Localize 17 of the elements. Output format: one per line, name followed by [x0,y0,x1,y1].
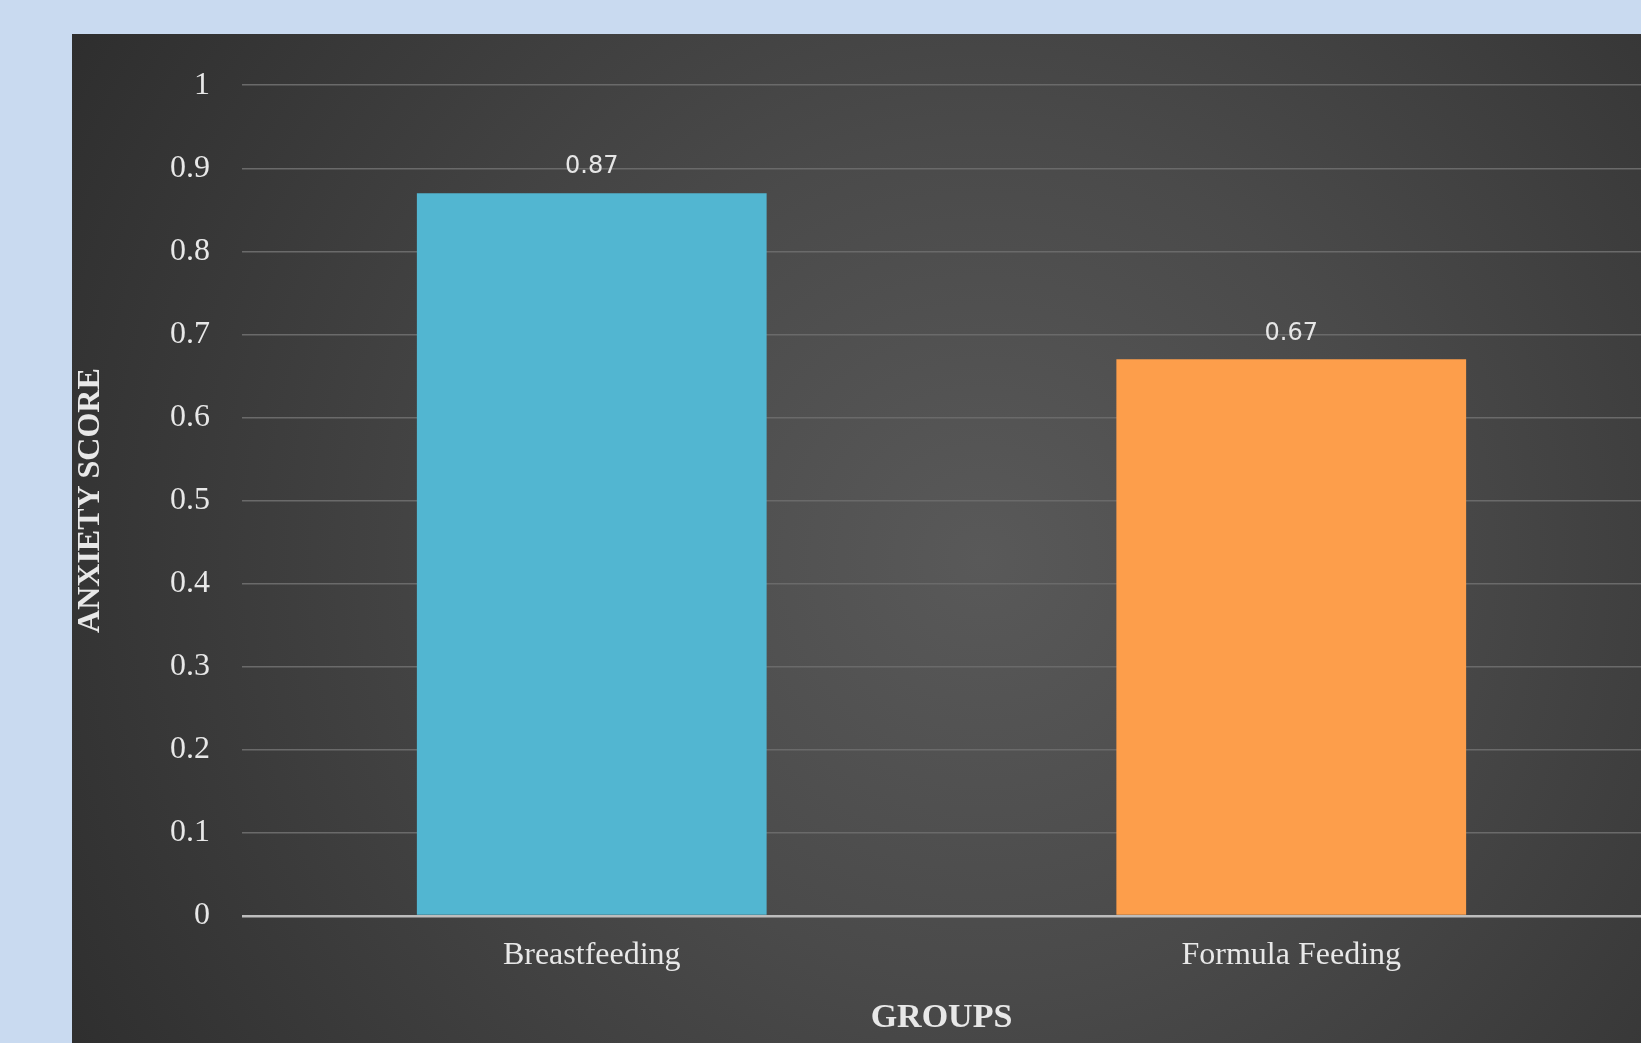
y-tick-label: 0.5 [170,480,210,517]
y-tick-label: 0.7 [170,313,210,350]
y-tick-label: 1 [194,64,210,101]
x-axis-title: GROUPS [870,997,1013,1035]
y-tick-label: 0.2 [170,729,210,766]
y-axis-title: ANXIETY SCORE [70,368,107,633]
y-tick-label: 0.9 [170,147,210,184]
x-tick-label: Formula Feeding [1181,934,1402,971]
x-tick-label: Breastfeeding [502,934,681,971]
y-tick-label: 0.4 [170,563,210,600]
y-tick-label: 0.1 [170,812,210,849]
y-tick-label: 0.6 [170,396,210,433]
y-tick-label: 0 [194,895,210,932]
data-label: 0.87 [565,151,619,180]
y-tick-label: 0.8 [170,230,210,267]
data-label: 0.67 [1264,317,1318,346]
y-tick-label: 0.3 [170,646,210,683]
